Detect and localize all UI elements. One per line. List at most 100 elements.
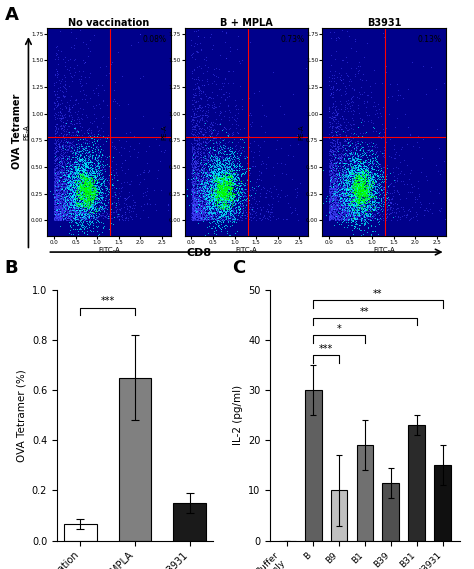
Point [357,178,365,187]
Point [68,180,76,189]
Point [361,208,369,217]
Point [130,195,137,204]
Point [192,162,200,171]
Point [199,174,206,183]
Point [263,206,270,215]
Point [219,211,227,220]
Point [328,204,335,213]
Point [359,179,366,188]
Point [381,237,389,246]
Point [192,191,200,200]
Point [358,149,366,158]
Point [51,174,59,183]
Point [87,195,94,204]
Point [220,201,228,211]
Point [60,196,68,205]
Point [94,217,102,226]
Point [73,178,81,187]
Point [332,184,340,193]
Point [329,84,337,93]
Point [213,197,220,206]
Point [398,212,406,221]
Point [326,201,333,210]
Point [71,186,78,195]
Point [198,207,205,216]
Point [189,185,197,195]
Point [220,182,228,191]
Point [72,130,80,139]
Point [194,209,201,218]
Point [348,211,356,220]
Point [349,173,357,182]
Point [195,197,202,206]
Point [219,195,227,204]
Point [221,188,228,197]
Point [63,179,70,188]
Point [80,216,87,225]
Point [327,163,334,172]
Point [220,174,228,183]
Point [62,215,69,224]
Point [199,182,206,191]
Point [106,217,114,226]
Point [224,177,231,186]
Point [224,165,231,174]
Point [64,196,72,205]
Point [218,174,226,183]
Point [84,195,92,204]
Point [332,149,339,158]
Point [355,193,362,202]
Point [374,229,382,238]
Point [214,185,221,195]
Point [241,123,248,133]
Point [358,182,366,191]
Point [371,195,379,204]
Point [238,164,246,174]
Point [357,186,365,195]
Point [99,203,106,212]
Point [69,206,77,215]
Point [191,200,199,209]
Point [356,174,364,183]
Point [87,167,95,176]
Point [356,174,364,183]
Point [195,139,202,148]
Point [365,202,372,211]
Point [87,69,94,78]
Point [357,7,365,17]
Point [204,102,212,112]
Point [329,195,337,204]
Point [352,215,360,224]
Point [95,100,102,109]
Point [194,170,201,179]
Point [73,167,80,176]
Point [367,175,375,184]
Point [336,84,344,93]
Point [327,179,334,188]
Point [342,123,350,133]
Point [51,113,58,122]
Point [217,216,224,225]
Point [348,184,356,193]
Point [219,204,227,213]
Point [189,166,196,175]
Point [214,194,221,203]
Point [203,208,210,217]
Point [56,207,64,216]
Point [441,214,449,223]
Point [115,209,122,218]
Point [196,213,204,222]
Point [235,178,242,187]
Point [70,198,77,207]
Point [78,159,86,168]
Point [356,212,364,221]
Point [353,157,361,166]
Point [215,119,223,129]
Point [358,200,366,209]
Point [194,200,201,209]
Point [341,158,348,167]
Point [213,215,221,224]
Point [346,177,354,186]
Point [388,208,396,217]
Point [365,187,373,196]
